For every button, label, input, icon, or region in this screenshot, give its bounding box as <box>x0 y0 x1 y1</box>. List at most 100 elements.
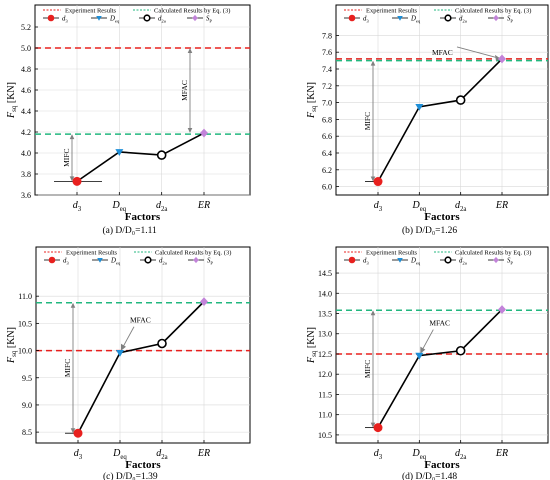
legend-marker-label: d2a <box>159 258 167 266</box>
panel-caption: (a) D/D₀=1.11 <box>103 225 157 236</box>
y-tick-label: 7.0 <box>322 99 332 108</box>
y-tick-label: 7.4 <box>322 65 332 74</box>
annotation-label-mfac: MFAC <box>429 319 450 328</box>
y-tick-label: 10.0 <box>18 347 32 356</box>
data-point-d3 <box>373 177 383 187</box>
y-tick-label: 4.0 <box>21 149 31 158</box>
annotation-label-mfac: MFAC <box>130 316 151 325</box>
y-tick-label: 10.5 <box>18 319 32 328</box>
y-tick-label: 11.0 <box>318 411 332 420</box>
y-axis-label: Fsq [KN] <box>306 327 318 364</box>
y-tick-label: 4.8 <box>21 65 31 74</box>
annotation-label-mifc: MIFC <box>363 360 372 378</box>
legend-experiment-label: Experiment Results <box>66 250 118 257</box>
annotation-arrowhead <box>70 428 76 434</box>
series-line <box>77 301 205 434</box>
legend-experiment-label: Experiment Results <box>65 8 117 15</box>
plot-frame <box>34 4 251 196</box>
x-tick-label-d3: d3 <box>74 448 83 461</box>
legend-calculated-label: Calculated Results by Eq. (3) <box>155 250 231 257</box>
legend-marker-label: d3 <box>363 258 369 266</box>
annotation-label-mfac: MFAC <box>432 48 453 57</box>
y-tick-label: 9.0 <box>22 401 32 410</box>
annotation-label-mifc: MIFC <box>63 359 72 377</box>
y-tick-label: 13.0 <box>318 330 332 339</box>
legend-calculated-label: Calculated Results by Eq. (3) <box>455 8 531 15</box>
chart-panel-2: Experiment Results Calculated Results by … <box>306 4 549 236</box>
data-point-er <box>200 128 208 138</box>
data-point-deq <box>116 349 124 357</box>
data-point-d2a <box>156 150 167 160</box>
legend-marker-label: d2a <box>158 16 166 24</box>
annotation-arrowhead <box>187 128 193 134</box>
legend-marker-label: Deq <box>410 258 421 266</box>
y-tick-label: 4.6 <box>21 86 31 95</box>
annotation-arrow-line <box>420 329 434 352</box>
legend-marker-label: SP <box>206 16 212 24</box>
y-tick-label: 6.6 <box>322 132 332 141</box>
legend-experiment-label: Experiment Results <box>366 8 418 15</box>
legend-marker-s-p <box>493 256 499 264</box>
legend-experiment-label: Experiment Results <box>366 250 418 257</box>
x-tick-label-deq: Deq <box>412 200 427 213</box>
x-tick-label-d3: d3 <box>374 448 383 461</box>
legend-marker-d3 <box>348 14 356 22</box>
y-tick-label: 14.0 <box>318 289 332 298</box>
x-tick-label-deq: Deq <box>112 448 127 461</box>
plot-frame <box>335 4 549 196</box>
annotation-arrowhead <box>69 176 75 182</box>
x-axis-label: Factors <box>125 211 161 223</box>
legend-marker-s-p <box>192 14 198 22</box>
y-tick-label: 11.5 <box>318 390 332 399</box>
annotation-arrowhead <box>70 302 76 308</box>
y-tick-label: 7.8 <box>322 31 332 40</box>
x-tick-label-d3: d3 <box>73 200 82 213</box>
data-point-d3 <box>373 423 383 433</box>
y-tick-label: 10.5 <box>318 431 332 440</box>
x-tick-label-er: ER <box>495 448 508 459</box>
y-tick-label: 6.8 <box>322 115 332 124</box>
series-line <box>76 132 205 183</box>
annotation-arrowhead <box>370 422 376 428</box>
x-tick-label-d2a: d2a <box>455 448 466 461</box>
x-tick-label-deq: Deq <box>112 200 127 213</box>
legend-marker-label: SP <box>507 16 513 24</box>
y-tick-label: 7.2 <box>322 82 332 91</box>
panel-caption: (c) D/D₀=1.39 <box>103 471 158 480</box>
data-point-d3 <box>73 428 83 438</box>
annotation-arrowhead <box>370 176 376 182</box>
y-tick-label: 4.2 <box>21 128 31 137</box>
legend-marker-label: Deq <box>410 16 421 24</box>
legend-marker-d3 <box>48 256 56 264</box>
y-tick-label: 6.4 <box>322 149 332 158</box>
x-tick-label-d2a: d2a <box>156 200 167 213</box>
legend-marker-label: d2a <box>459 258 467 266</box>
annotation-arrowhead <box>187 48 193 53</box>
legend-marker-s-p <box>493 14 499 22</box>
series-line <box>377 308 503 429</box>
legend-marker-label: d3 <box>363 16 369 24</box>
legend-marker-deq <box>96 16 102 21</box>
panel-caption: (b) D/D₀=1.26 <box>402 225 457 236</box>
annotation-label-mifc: MIFC <box>62 149 71 167</box>
chart-panel-1: Experiment Results Calculated Results by … <box>6 4 251 236</box>
y-tick-label: 6.2 <box>322 166 332 175</box>
x-tick-label-er: ER <box>495 200 508 211</box>
chart-panel-3: Experiment Results Calculated Results by … <box>6 246 251 480</box>
data-point-d3 <box>72 176 82 186</box>
annotation-arrow-line <box>121 326 135 349</box>
y-tick-label: 11.0 <box>18 292 32 301</box>
y-tick-label: 14.5 <box>318 269 332 278</box>
legend-marker-d2a <box>144 256 152 264</box>
legend-marker-label: d3 <box>62 16 68 24</box>
data-point-deq <box>415 352 424 360</box>
legend-marker-deq <box>97 258 103 263</box>
legend-marker-label: d3 <box>63 258 69 266</box>
legend-marker-label: Deq <box>109 16 120 24</box>
x-axis-label: Factors <box>424 211 460 223</box>
x-tick-label-er: ER <box>197 448 210 459</box>
x-tick-label-er: ER <box>197 200 210 211</box>
y-axis-label: Fsq [KN] <box>6 82 18 119</box>
x-tick-label-d3: d3 <box>374 200 383 213</box>
